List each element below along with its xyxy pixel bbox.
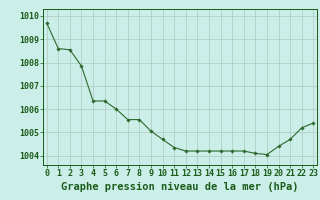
X-axis label: Graphe pression niveau de la mer (hPa): Graphe pression niveau de la mer (hPa) xyxy=(61,182,299,192)
